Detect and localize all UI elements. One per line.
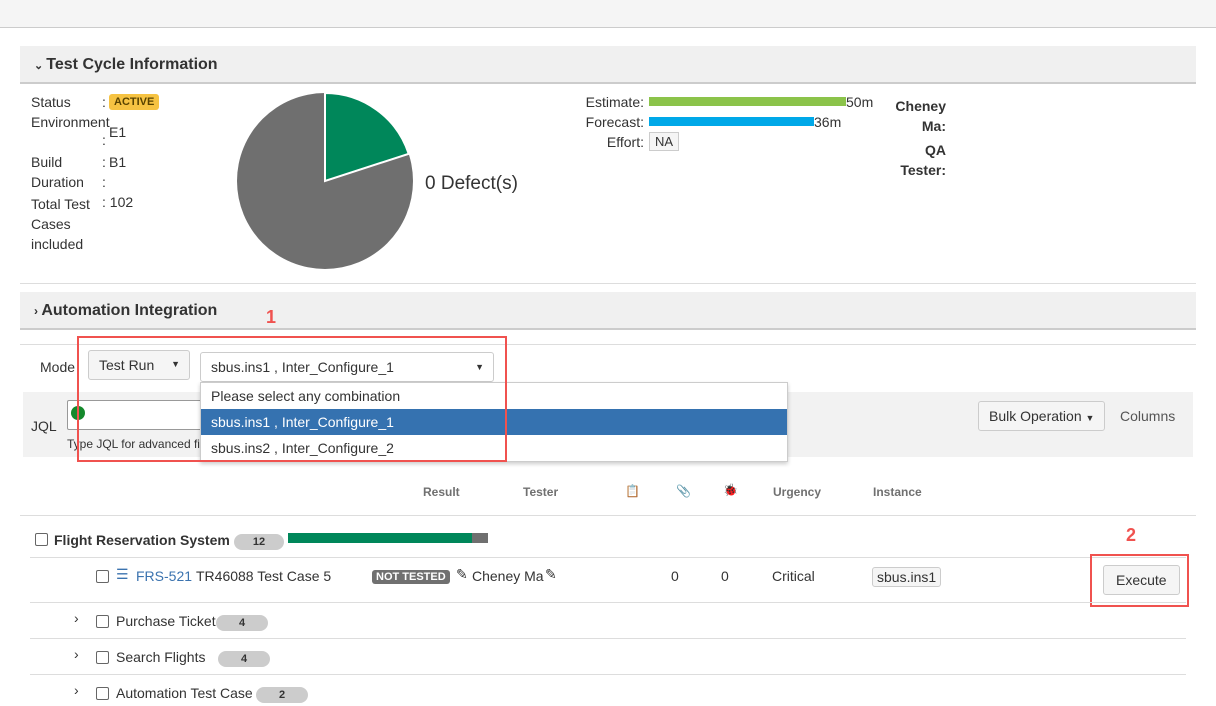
row-checkbox[interactable] [96,570,109,583]
mode-select[interactable]: Test Run ▼ [88,350,190,380]
group-progress-bar [288,533,488,543]
caret-down-icon: ▼ [171,359,180,369]
mode-label: Mode [40,359,76,375]
defects-count: 0 Defect(s) [425,173,518,194]
column-result[interactable]: Result [423,485,460,499]
divider [30,602,1186,603]
section-title: Automation Integration [41,302,218,319]
column-tester[interactable]: Tester [523,485,559,499]
folder-name[interactable]: Purchase Ticket [116,613,216,629]
execute-button[interactable]: Execute [1103,565,1180,595]
folder-count: 4 [216,615,268,631]
divider [30,557,1186,558]
forecast-bar [649,117,814,126]
execution-pie-chart [237,92,413,269]
annotation-box-2 [1090,554,1189,607]
colon: : [102,174,106,190]
build-label: Build [31,154,63,170]
folder-name[interactable]: Search Flights [116,649,206,665]
columns-button[interactable]: Columns [1120,408,1176,424]
chevron-right-icon: › [34,304,42,318]
total-label: Total Test Cases included [31,196,90,252]
attachments-count: 0 [671,568,679,584]
jql-label: JQL [31,418,57,434]
total-value: 102 [109,194,134,210]
issue-summary: TR46088 Test Case 5 [196,568,332,584]
group-name[interactable]: Flight Reservation System [54,532,230,548]
caret-down-icon: ▼ [475,362,484,372]
colon: : [102,132,106,148]
annotation-label-2: 2 [1126,525,1137,545]
issue-key-link[interactable]: FRS-521 [136,568,193,584]
folder-checkbox[interactable] [96,615,109,628]
column-urgency[interactable]: Urgency [773,485,822,499]
test-case-icon: ☰ [116,566,129,582]
annotation-box-1 [77,336,507,462]
column-instance[interactable]: Instance [873,485,922,499]
status-label: Status [31,94,71,110]
annotation-label-1: 1 [266,307,277,327]
bulk-operation-button[interactable]: Bulk Operation ▼ [978,401,1106,431]
edit-icon[interactable]: ✎ [545,566,557,582]
top-bar [0,0,1216,28]
duration-label: Duration [31,174,84,190]
folder-checkbox[interactable] [96,651,109,664]
result-badge[interactable]: NOT TESTED [372,570,450,584]
test-cycle-header[interactable]: ⌄ Test Cycle Information [20,46,1196,84]
estimate-label: Estimate: [585,94,644,110]
clipboard-icon: 📋 [625,484,640,498]
estimate-bar [649,97,846,106]
folder-count: 4 [218,651,270,667]
environment-value: E1 [109,124,127,140]
group-count: 12 [234,534,284,550]
dropdown-option[interactable]: Please select any combination [211,388,401,404]
pie-slice-passed [324,92,410,183]
folder-name[interactable]: Automation Test Case [116,685,253,701]
combination-dropdown: Please select any combination sbus.ins1 … [200,382,788,462]
edit-icon[interactable]: ✎ [456,566,468,582]
colon: : [102,154,106,170]
build-value: B1 [109,154,127,170]
caret-down-icon: ▼ [1085,413,1095,423]
chevron-down-icon: ⌄ [34,60,47,72]
status-badge: ACTIVE [109,94,160,110]
colon: : [102,94,106,110]
forecast-label: Forecast: [585,114,644,130]
dropdown-option[interactable]: sbus.ins2 , Inter_Configure_2 [211,440,394,456]
combination-select[interactable]: sbus.ins1 , Inter_Configure_1 ▼ [200,352,494,382]
automation-integration-header[interactable]: › Automation Integration [20,292,1196,330]
folder-count: 2 [256,687,308,703]
chevron-right-icon[interactable]: › [74,646,79,662]
group-checkbox[interactable] [35,533,48,546]
jql-input[interactable] [67,400,207,430]
effort-label: Effort: [606,134,644,150]
divider [20,283,1196,284]
chevron-right-icon[interactable]: › [74,610,79,626]
dropdown-option-selected[interactable]: sbus.ins1 , Inter_Configure_1 [201,409,787,435]
environment-label: Environment [31,114,110,130]
jql-hint: Type JQL for advanced fi [67,437,200,451]
divider [20,515,1196,516]
forecast-value: 36m [814,114,842,130]
estimate-value: 50m [846,94,874,110]
section-title: Test Cycle Information [46,56,218,73]
folder-checkbox[interactable] [96,687,109,700]
effort-value: NA [649,132,680,151]
bug-icon: 🐞 [723,483,738,497]
defects-count: 0 [721,568,729,584]
tester-name: Cheney Ma [472,568,544,584]
chevron-right-icon[interactable]: › [74,682,79,698]
divider [30,638,1186,639]
urgency-value: Critical [772,568,815,584]
instance-tag: sbus.ins1 [872,567,942,587]
colon: : 102 [102,194,134,210]
divider [30,674,1186,675]
divider [20,344,1196,345]
paperclip-icon: 📎 [676,484,691,498]
assignee: Cheney Ma: QA Tester: [895,98,946,178]
